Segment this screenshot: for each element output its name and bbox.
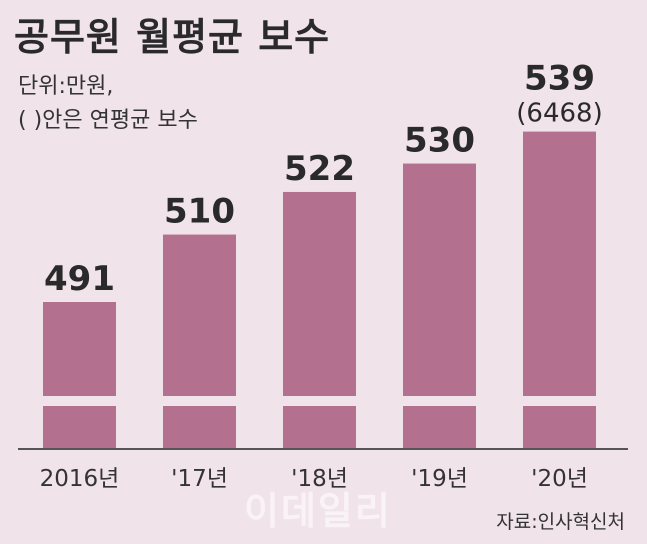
data-label: 539 (524, 59, 595, 99)
axis-break-gap (402, 396, 477, 406)
annual-note-line: ( )안은 연평균 보수 (18, 108, 198, 133)
annual-value-label: (6468) (516, 99, 602, 129)
data-label: 522 (284, 149, 355, 189)
axis-break-gap (42, 396, 117, 406)
source-note: 자료:인사혁신처 (496, 511, 625, 533)
chart-title: 공무원 월평균 보수 (14, 15, 331, 59)
bar (43, 302, 116, 448)
data-label: 491 (44, 259, 115, 299)
watermark-logo: 이데일리 (244, 488, 392, 533)
data-label: 510 (164, 192, 235, 232)
x-tick-label: '19년 (411, 466, 468, 492)
x-tick-label: '17년 (171, 466, 228, 492)
x-tick-label: '20년 (531, 466, 588, 492)
axis-break-gap (162, 396, 237, 406)
unit-line: 단위:만원, (18, 74, 114, 99)
data-label: 530 (404, 121, 475, 161)
x-tick-label: '18년 (291, 466, 348, 492)
axis-break-gap (522, 396, 597, 406)
unit-note: 단위:만원, ( )안은 연평균 보수 (18, 70, 198, 138)
axis-break-gap (282, 396, 357, 406)
x-tick-label: 2016년 (40, 466, 120, 492)
bar (283, 191, 356, 448)
bar (163, 234, 236, 448)
bar (523, 131, 596, 448)
